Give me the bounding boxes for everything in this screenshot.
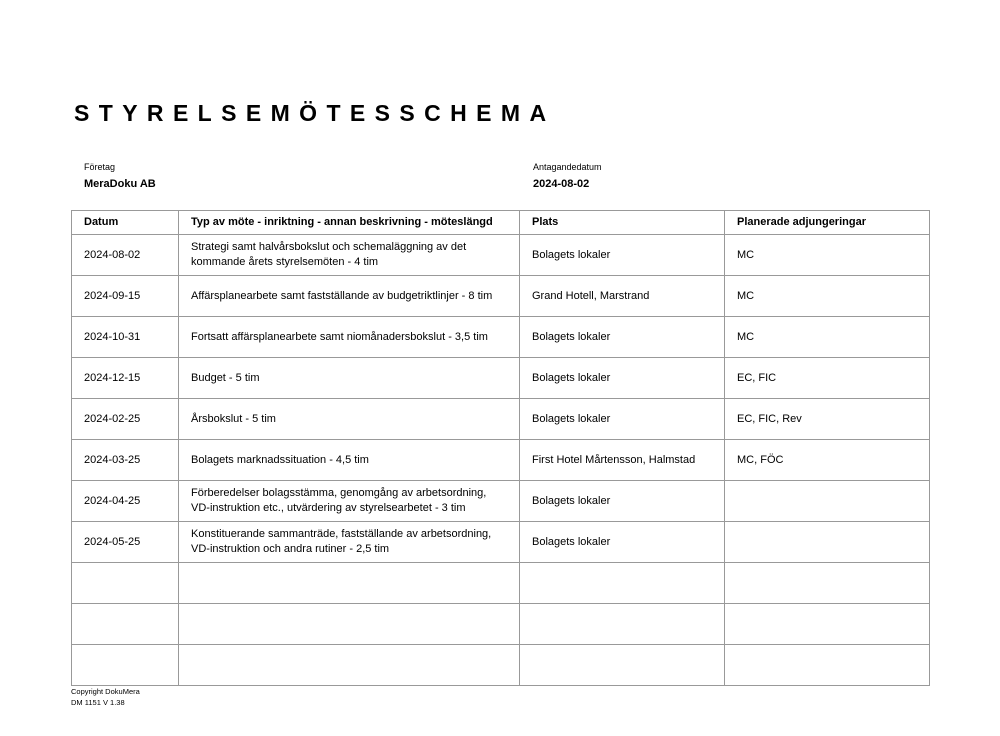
cell-date: 2024-09-15: [71, 275, 179, 317]
cell-meeting-type: Strategi samt halvårsbokslut och schemal…: [178, 234, 520, 276]
table-row: 2024-04-25 Förberedelser bolagsstämma, ge…: [71, 480, 930, 522]
version: DM 1151 V 1.38: [71, 698, 125, 707]
table-row: 2024-05-25 Konstituerande sammanträde, fa…: [71, 521, 930, 563]
cell-meeting-type: Årsbokslut - 5 tim: [178, 398, 520, 440]
cell-location: Bolagets lokaler: [519, 316, 725, 358]
cell-location: [519, 644, 725, 686]
cell-location: [519, 562, 725, 604]
cell-meeting-type: Budget - 5 tim: [178, 357, 520, 399]
cell-meeting-type: Bolagets marknadssituation - 4,5 tim: [178, 439, 520, 481]
meeting-schedule-table: Datum Typ av möte - inriktning - annan b…: [71, 210, 930, 686]
cell-date: 2024-03-25: [71, 439, 179, 481]
table-row: [71, 644, 930, 686]
table-row: 2024-02-25 Årsbokslut - 5 tim Bolagets lok…: [71, 398, 930, 440]
cell-date: 2024-04-25: [71, 480, 179, 522]
cell-date: [71, 644, 179, 686]
adoption-date-value: 2024-08-02: [533, 178, 590, 190]
table-row: 2024-03-25 Bolagets marknadssituation - 4…: [71, 439, 930, 481]
cell-location: Bolagets lokaler: [519, 521, 725, 563]
cell-meeting-type: Fortsatt affärsplanearbete samt niomånad…: [178, 316, 520, 358]
table-row: 2024-10-31 Fortsatt affärsplanearbete sam…: [71, 316, 930, 358]
table-row: [71, 562, 930, 604]
cell-date: 2024-08-02: [71, 234, 179, 276]
cell-adjunctions: EC, FIC: [724, 357, 930, 399]
cell-location: [519, 603, 725, 645]
cell-meeting-type: Förberedelser bolagsstämma, genomgång av…: [178, 480, 520, 522]
cell-location: Bolagets lokaler: [519, 398, 725, 440]
cell-adjunctions: [724, 521, 930, 563]
table-row: 2024-08-02 Strategi samt halvårsbokslut o…: [71, 234, 930, 276]
company-label: Företag: [84, 162, 116, 172]
cell-adjunctions: MC: [724, 234, 930, 276]
header-location: Plats: [519, 210, 725, 235]
cell-location: Bolagets lokaler: [519, 234, 725, 276]
cell-meeting-type: [178, 603, 520, 645]
cell-location: Bolagets lokaler: [519, 357, 725, 399]
cell-adjunctions: MC, FÖC: [724, 439, 930, 481]
cell-adjunctions: [724, 644, 930, 686]
cell-date: 2024-05-25: [71, 521, 179, 563]
cell-location: Bolagets lokaler: [519, 480, 725, 522]
header-adjunctions: Planerade adjungeringar: [724, 210, 930, 235]
page-title: STYRELSEMÖTESSCHEMA: [74, 100, 556, 126]
header-date: Datum: [71, 210, 179, 235]
adoption-date-label: Antagandedatum: [533, 162, 602, 172]
cell-adjunctions: [724, 562, 930, 604]
company-value: MeraDoku AB: [84, 178, 156, 190]
cell-adjunctions: MC: [724, 316, 930, 358]
table-row: 2024-09-15 Affärsplanearbete samt faststä…: [71, 275, 930, 317]
copyright: Copyright DokuMera: [71, 687, 140, 696]
cell-location: Grand Hotell, Marstrand: [519, 275, 725, 317]
cell-adjunctions: [724, 480, 930, 522]
cell-date: 2024-10-31: [71, 316, 179, 358]
cell-date: [71, 603, 179, 645]
cell-adjunctions: MC: [724, 275, 930, 317]
cell-meeting-type: [178, 562, 520, 604]
cell-date: 2024-02-25: [71, 398, 179, 440]
header-meeting-type: Typ av möte - inriktning - annan beskriv…: [178, 210, 520, 235]
table-header-row: Datum Typ av möte - inriktning - annan b…: [71, 210, 930, 235]
table-row: [71, 603, 930, 645]
cell-meeting-type: Konstituerande sammanträde, fastställand…: [178, 521, 520, 563]
cell-date: [71, 562, 179, 604]
cell-location: First Hotel Mårtensson, Halmstad: [519, 439, 725, 481]
cell-date: 2024-12-15: [71, 357, 179, 399]
table-row: 2024-12-15 Budget - 5 tim Bolagets lokaler…: [71, 357, 930, 399]
cell-meeting-type: Affärsplanearbete samt fastställande av …: [178, 275, 520, 317]
cell-adjunctions: [724, 603, 930, 645]
cell-meeting-type: [178, 644, 520, 686]
cell-adjunctions: EC, FIC, Rev: [724, 398, 930, 440]
